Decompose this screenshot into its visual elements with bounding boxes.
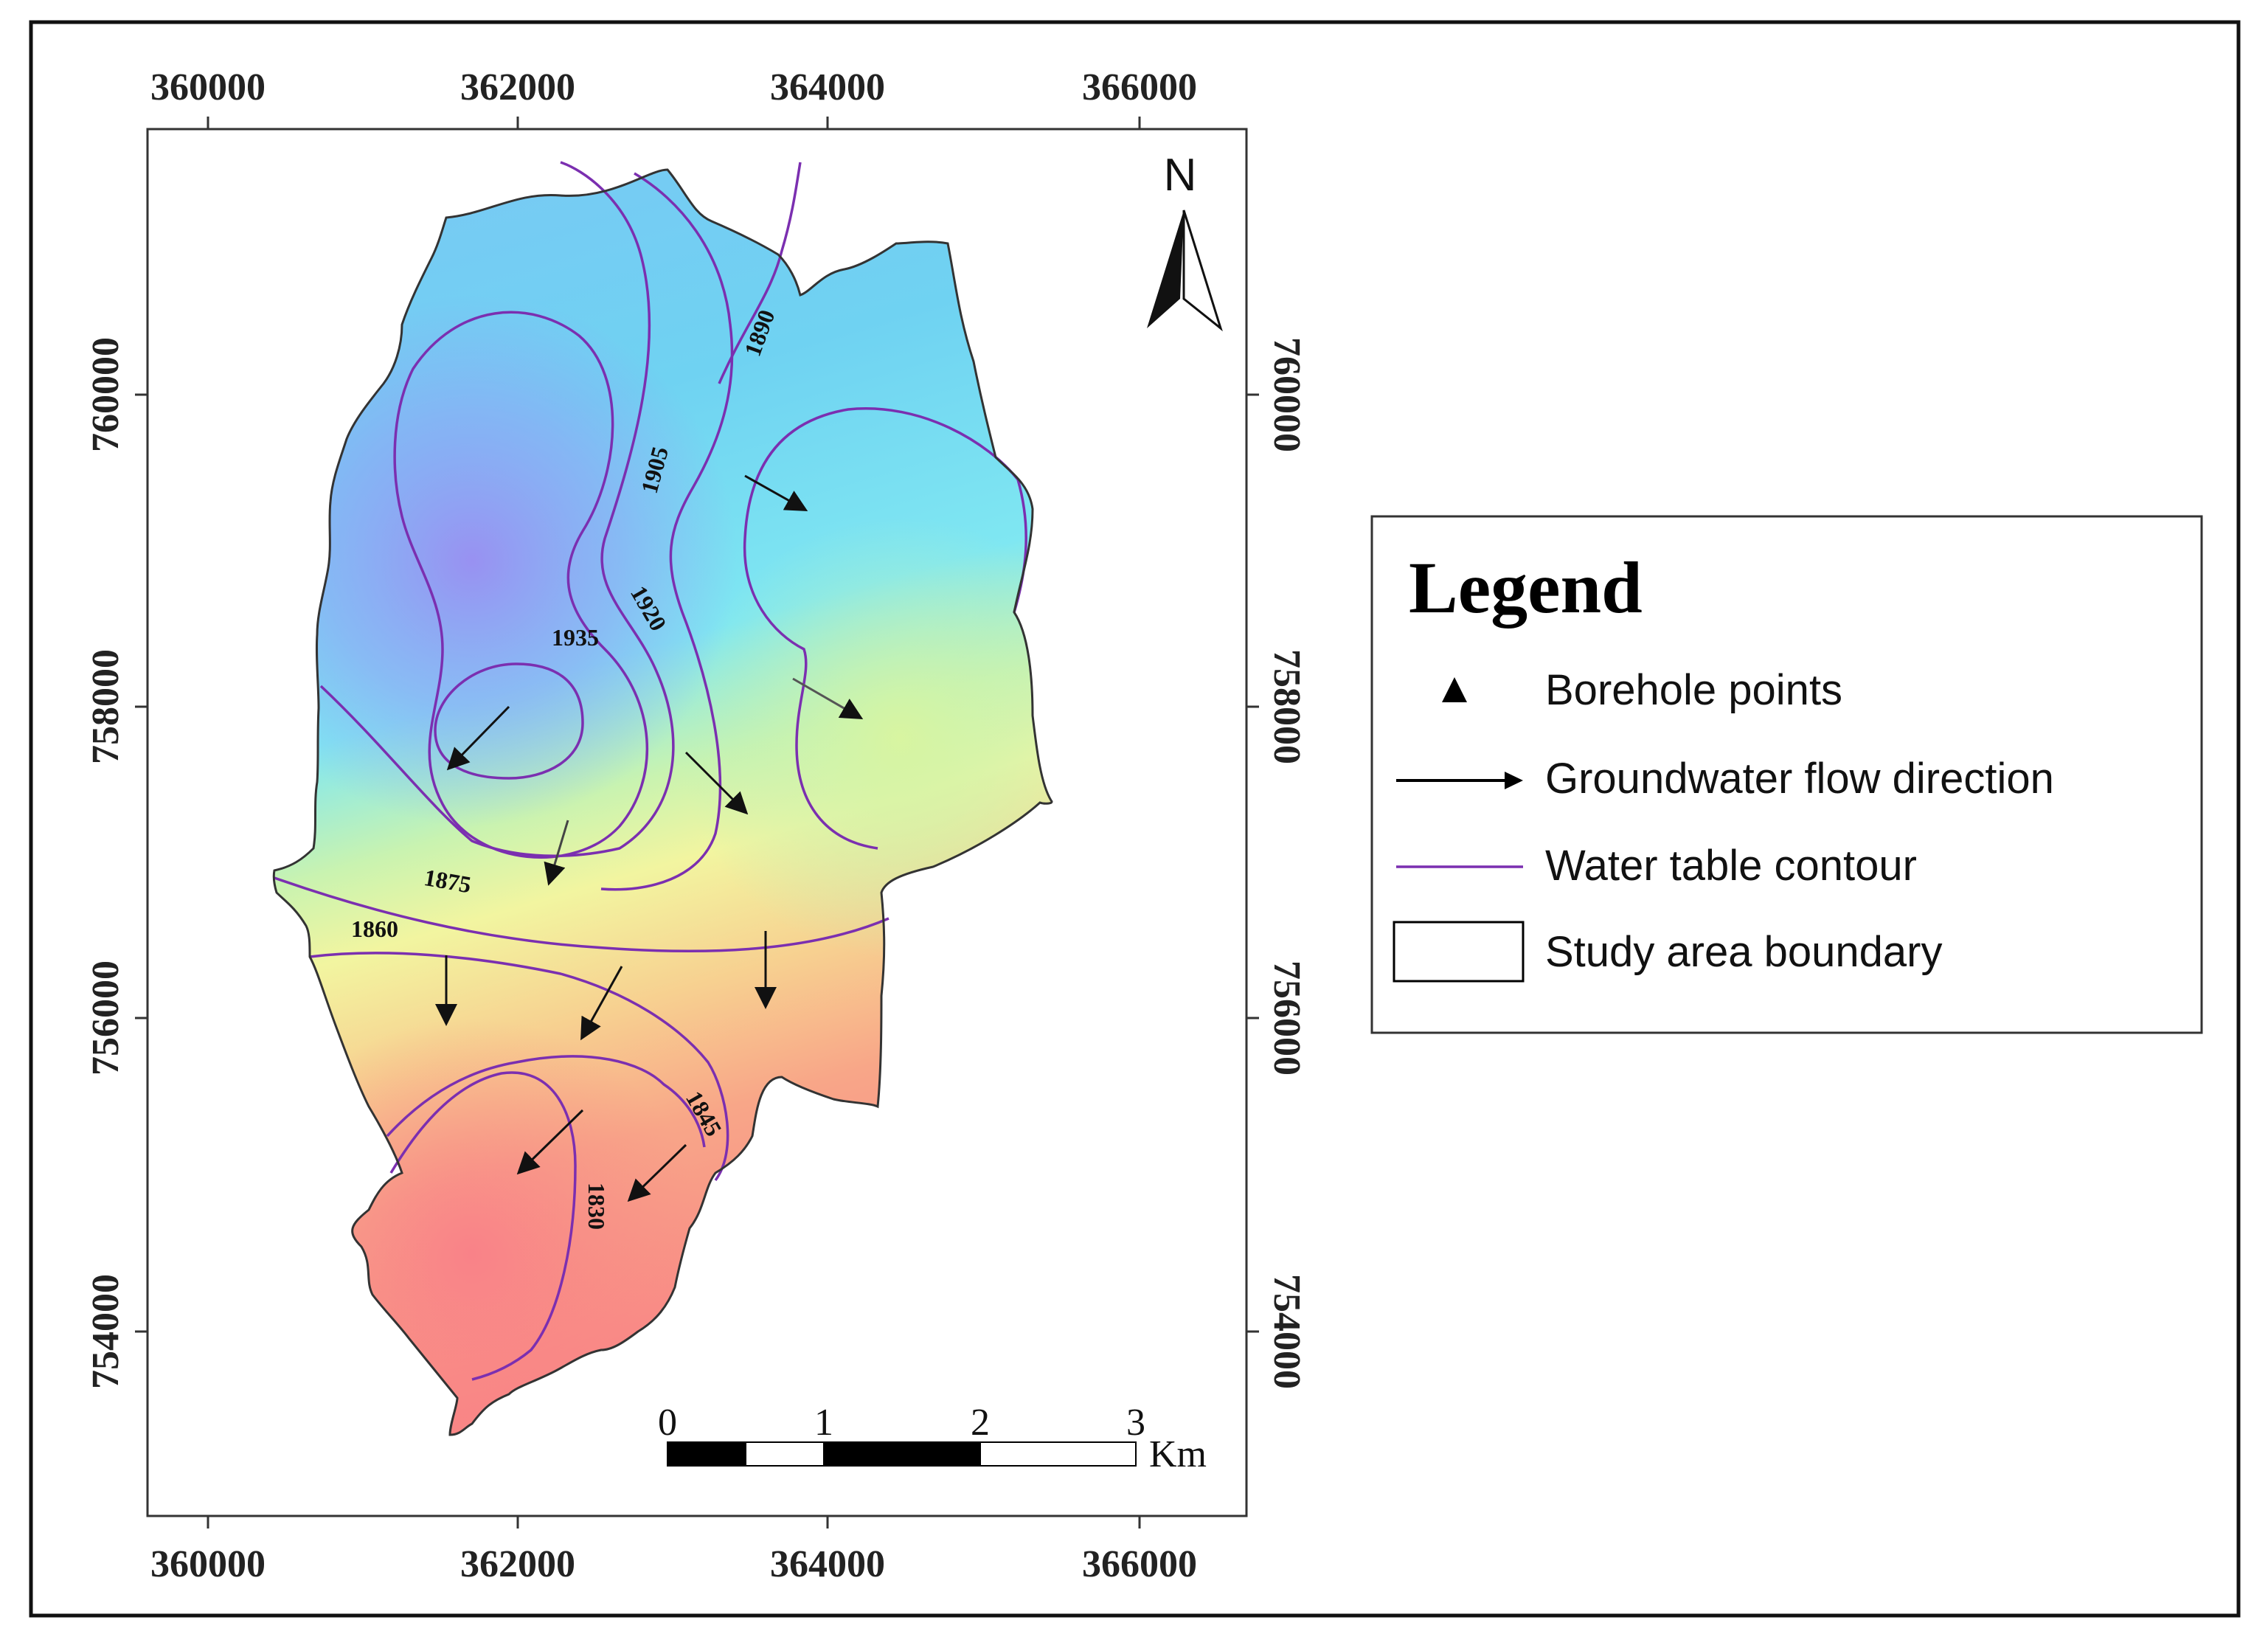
scale-bar: 0 1 2 3 Km xyxy=(658,1402,1207,1475)
y-tick-left: 754000 xyxy=(85,1274,127,1389)
legend-item-borehole: Borehole points xyxy=(1442,666,1842,714)
legend-label: Study area boundary xyxy=(1545,928,1942,976)
x-axis-bottom: 360000 362000 364000 366000 xyxy=(150,1543,1197,1585)
scale-label: 3 xyxy=(1126,1402,1145,1444)
legend-label: Water table contour xyxy=(1545,842,1917,890)
tick-marks xyxy=(135,117,1259,1528)
contour-1860 xyxy=(309,952,729,1182)
scale-segment xyxy=(667,1441,746,1467)
contour-1905 xyxy=(600,172,734,891)
legend-title: Legend xyxy=(1409,547,1643,629)
y-tick-left: 758000 xyxy=(85,649,127,764)
y-tick-left: 760000 xyxy=(85,337,127,452)
scale-label: 2 xyxy=(971,1402,990,1444)
legend-label: Groundwater flow direction xyxy=(1545,755,2054,803)
flow-arrow-icon xyxy=(516,1109,584,1175)
legend-item-contour: Water table contour xyxy=(1396,842,1917,890)
legend: Legend Borehole points Groundwater flow … xyxy=(1370,515,2203,1034)
x-tick-bottom: 362000 xyxy=(460,1543,575,1585)
flow-arrow-icon xyxy=(684,751,749,815)
flow-arrow-icon xyxy=(627,1143,687,1202)
scale-segment xyxy=(979,1441,1137,1467)
y-tick-right: 756000 xyxy=(1266,960,1308,1076)
contour-label-1935: 1935 xyxy=(552,624,599,651)
boundary-box-icon xyxy=(1393,921,1525,983)
contour-1830 xyxy=(389,1071,577,1381)
north-arrow-icon xyxy=(1147,210,1223,332)
y-tick-right: 754000 xyxy=(1266,1274,1308,1389)
scale-unit: Km xyxy=(1149,1433,1207,1475)
scale-segment xyxy=(823,1441,981,1467)
contour-label-1830: 1830 xyxy=(583,1183,610,1230)
contour-1845 xyxy=(386,1055,706,1148)
x-axis-top: 360000 362000 364000 366000 xyxy=(150,66,1197,108)
contour-label-1860: 1860 xyxy=(351,915,398,942)
water-table-contours xyxy=(274,161,1027,1381)
contour-1890-north xyxy=(718,162,802,384)
contour-1875 xyxy=(274,876,889,953)
legend-item-boundary: Study area boundary xyxy=(1393,921,1942,983)
flow-arrow-icon xyxy=(580,966,623,1041)
scale-label: 1 xyxy=(814,1402,833,1444)
x-tick-top: 362000 xyxy=(460,66,575,108)
flow-arrow-icon xyxy=(544,820,569,886)
flow-arrow-icon xyxy=(792,677,864,720)
x-tick-top: 364000 xyxy=(770,66,885,108)
flow-arrows xyxy=(435,474,864,1202)
y-axis-left: 760000 758000 756000 754000 xyxy=(85,337,127,1389)
y-tick-left: 756000 xyxy=(85,960,127,1076)
y-axis-right: 760000 758000 756000 754000 xyxy=(1266,337,1308,1389)
scale-segment xyxy=(745,1441,825,1467)
scale-label: 0 xyxy=(658,1402,677,1444)
x-tick-bottom: 366000 xyxy=(1082,1543,1197,1585)
x-tick-bottom: 360000 xyxy=(150,1543,266,1585)
x-tick-top: 360000 xyxy=(150,66,266,108)
north-arrow: N xyxy=(1147,150,1223,332)
y-tick-right: 758000 xyxy=(1266,649,1308,764)
contour-1935 xyxy=(393,311,649,859)
x-tick-top: 366000 xyxy=(1082,66,1197,108)
legend-label: Borehole points xyxy=(1545,666,1842,714)
legend-item-flow: Groundwater flow direction xyxy=(1396,755,2054,803)
flow-arrow-icon xyxy=(744,474,808,511)
borehole-triangle-icon xyxy=(1442,677,1467,702)
flow-arrow-icon xyxy=(1396,772,1523,789)
contour-1935-inner xyxy=(434,662,584,780)
study-area-boundary xyxy=(272,168,1053,1436)
x-tick-bottom: 364000 xyxy=(770,1543,885,1585)
flow-arrow-icon xyxy=(446,705,510,771)
y-tick-right: 760000 xyxy=(1266,337,1308,452)
north-label: N xyxy=(1164,150,1197,201)
contour-1920 xyxy=(319,161,675,857)
figure-frame xyxy=(29,20,2241,1618)
